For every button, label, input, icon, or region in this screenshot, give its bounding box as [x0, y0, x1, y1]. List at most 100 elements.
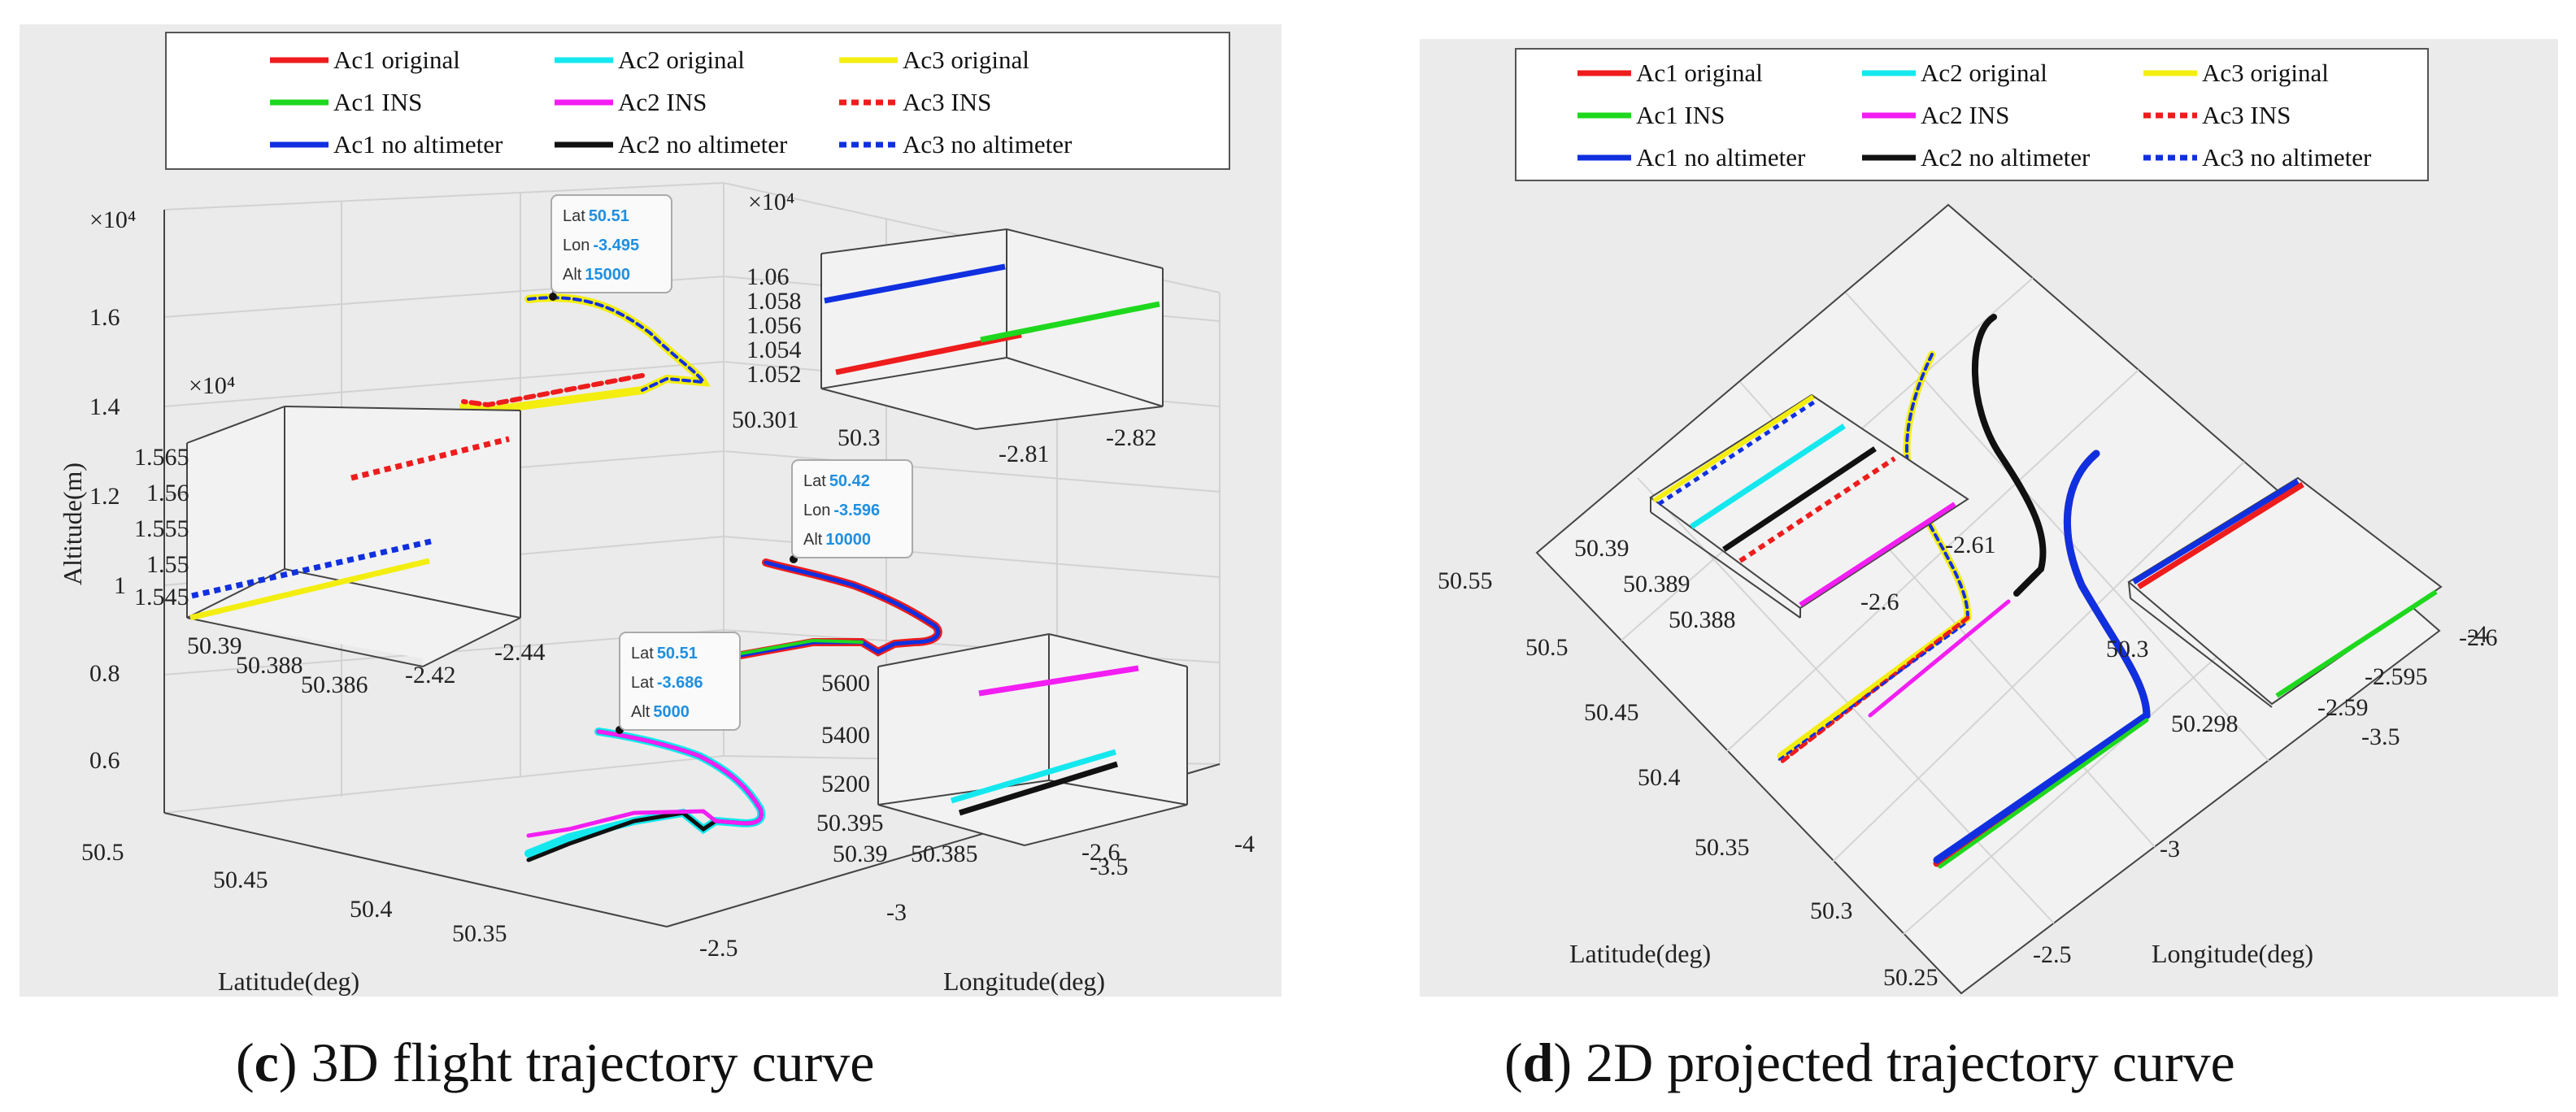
- inset-lon-tick: -2.61: [1945, 532, 1996, 558]
- z-tick: 1: [114, 572, 126, 599]
- panel-c-trajectories: [459, 293, 942, 862]
- legend-item: Ac2 INS: [1862, 101, 2009, 129]
- inset-z-tick: 5200: [821, 771, 870, 797]
- lat-tick: 50.4: [1638, 764, 1681, 791]
- datatip-value: -3.596: [833, 502, 880, 519]
- caption-d: (d) 2D projected trajectory curve: [1504, 1032, 2235, 1093]
- z-tick: 1.2: [89, 483, 120, 510]
- legend-label: Ac2 INS: [1921, 101, 2009, 129]
- legend-label: Ac1 no altimeter: [1636, 143, 1806, 172]
- inset-multiplier: ×10⁴: [748, 189, 794, 215]
- inset-lon-tick: -2.6: [1860, 589, 1899, 615]
- svg-text:Alt 10000: Alt 10000: [803, 531, 871, 549]
- inset-z-tick: 1.555: [134, 515, 189, 542]
- lat-tick: 50.35: [1695, 834, 1750, 861]
- legend-item: Ac3 no altimeter: [839, 130, 1073, 159]
- inset-z-tick: 1.55: [146, 551, 189, 578]
- z-tick: 1.6: [89, 304, 120, 331]
- datatip[interactable]: Lat 50.42 Lon -3.596 Alt 10000: [790, 459, 913, 563]
- lon-tick: -2.5: [2033, 941, 2072, 968]
- legend-item: Ac1 original: [270, 46, 460, 74]
- lon-tick: -3.5: [2361, 723, 2400, 750]
- legend-item: Ac1 no altimeter: [1577, 143, 1806, 172]
- inset-ac1: ×10⁴ 1.06 1.058 1.056 1.054 1.052 50.301: [732, 189, 1164, 467]
- datatip[interactable]: Lat 50.51 Lon -3.495 Alt 15000: [549, 194, 672, 301]
- datatip[interactable]: Lat 50.51 Lat -3.686 Alt 5000: [616, 632, 741, 734]
- ac3-noalt-path: [1905, 353, 1969, 619]
- inset-lon-tick: -2.44: [494, 639, 546, 666]
- inset-z-tick: 1.058: [746, 288, 802, 315]
- lon-axis-label: Longitude(deg): [943, 966, 1105, 996]
- ac2-original-segment: [951, 749, 1116, 804]
- ac2-noalt-path: [1971, 314, 2047, 597]
- svg-text:Lat 50.51: Lat 50.51: [563, 207, 629, 225]
- ac3-ins-trajectory: [461, 373, 645, 408]
- svg-text:Lon -3.596: Lon -3.596: [803, 502, 880, 519]
- lat-tick: 50.25: [1883, 964, 1939, 991]
- datatip-label: Lat: [803, 472, 826, 490]
- inset-lat-tick: 50.301: [732, 406, 799, 433]
- inset-lat-tick: 50.389: [1623, 571, 1690, 597]
- legend-item: Ac3 original: [2143, 59, 2329, 87]
- legend-label: Ac2 original: [618, 46, 745, 74]
- lat-axis-label: Latitude(deg): [1569, 939, 1711, 968]
- inset-multiplier: ×10⁴: [189, 372, 235, 399]
- ac3-original-segment: [189, 558, 430, 621]
- caption-d-label: d: [1523, 1032, 1554, 1093]
- z-tick: 1.4: [89, 393, 120, 420]
- lat-tick: 50.35: [452, 920, 507, 947]
- inset-lat-tick: 50.3: [2106, 636, 2149, 662]
- legend-label: Ac3 original: [2202, 59, 2329, 87]
- inset-ac3: ×10⁴ 1.565 1.56 1.555 1.55: [134, 372, 546, 698]
- legend-item: Ac1 INS: [1577, 101, 1725, 129]
- inset-lon-tick: -2.6: [1081, 839, 1120, 866]
- inset-z-tick: 1.06: [746, 263, 790, 290]
- inset-lon-tick: -2.82: [1106, 424, 1157, 451]
- legend-item: Ac1 original: [1577, 59, 1763, 87]
- inset-ac2: 5600 5400 5200 50.395 50.39 50.385 -2.6: [816, 633, 1188, 867]
- legend-label: Ac3 no altimeter: [903, 130, 1073, 159]
- legend-item: Ac3 INS: [2143, 101, 2291, 129]
- legend-item: Ac3 original: [839, 46, 1029, 74]
- inset-z-tick: 1.56: [146, 480, 189, 506]
- legend-item: Ac2 original: [555, 46, 745, 74]
- svg-text:Lat 50.42: Lat 50.42: [803, 472, 870, 490]
- lon-tick: -4: [2467, 621, 2487, 648]
- inset-lat-tick: 50.388: [1669, 606, 1736, 633]
- ac1-noalt-trajectory: [672, 560, 941, 669]
- legend-item: Ac2 original: [1862, 59, 2047, 87]
- lon-tick: -2.5: [699, 935, 738, 962]
- lat-tick: 50.3: [1810, 897, 1853, 924]
- inset-lat-tick: 50.386: [301, 671, 368, 698]
- ac1-noalt-segment: [824, 263, 1006, 304]
- legend-item: Ac3 no altimeter: [2143, 143, 2372, 172]
- lat-tick: 50.45: [1584, 699, 1639, 726]
- ac3-noalt-trajectory: [527, 296, 707, 392]
- inset-d1: 50.39 50.389 50.388 -2.6 -2.61: [1574, 393, 1996, 633]
- datatip-value: 50.51: [589, 207, 629, 225]
- lon-tick: -4: [1234, 831, 1255, 858]
- datatip-value: 5000: [653, 703, 690, 721]
- panel-d-grid: [1621, 277, 2343, 936]
- inset-z-tick: 5400: [821, 722, 870, 749]
- inset-z-tick: 1.052: [746, 361, 802, 388]
- svg-text:Lat -3.686: Lat -3.686: [631, 674, 703, 692]
- panel-c-3d-trajectory: ×10⁴ 0.6 0.8 1 1.2 1.4 1.6 Altitude(m) 5…: [20, 24, 1281, 1093]
- legend-c: Ac1 original Ac2 original Ac3 original A…: [165, 32, 1230, 170]
- inset-lon-tick: -2.6: [2459, 624, 2498, 651]
- legend-item: Ac2 no altimeter: [1862, 143, 2091, 172]
- inset-lat-tick: 50.3: [838, 424, 881, 451]
- datatip-label: Lon: [803, 502, 830, 519]
- datatip-label: Lon: [563, 237, 590, 254]
- inset-lon-tick: -2.595: [2365, 663, 2428, 690]
- legend-d: Ac1 original Ac2 original Ac3 original A…: [1515, 48, 2429, 181]
- ac2-ins-trajectory: [526, 729, 764, 838]
- datatip-label: Lat: [631, 674, 654, 692]
- ac1-ins-path: [1938, 718, 2149, 869]
- legend-label: Ac2 no altimeter: [1921, 143, 2091, 172]
- legend-label: Ac1 no altimeter: [333, 130, 503, 159]
- legend-label: Ac1 INS: [1636, 101, 1725, 129]
- caption-c-label: c: [255, 1032, 279, 1093]
- datatip-value: -3.686: [657, 674, 703, 692]
- inset-lat-tick: 50.39: [1574, 535, 1630, 562]
